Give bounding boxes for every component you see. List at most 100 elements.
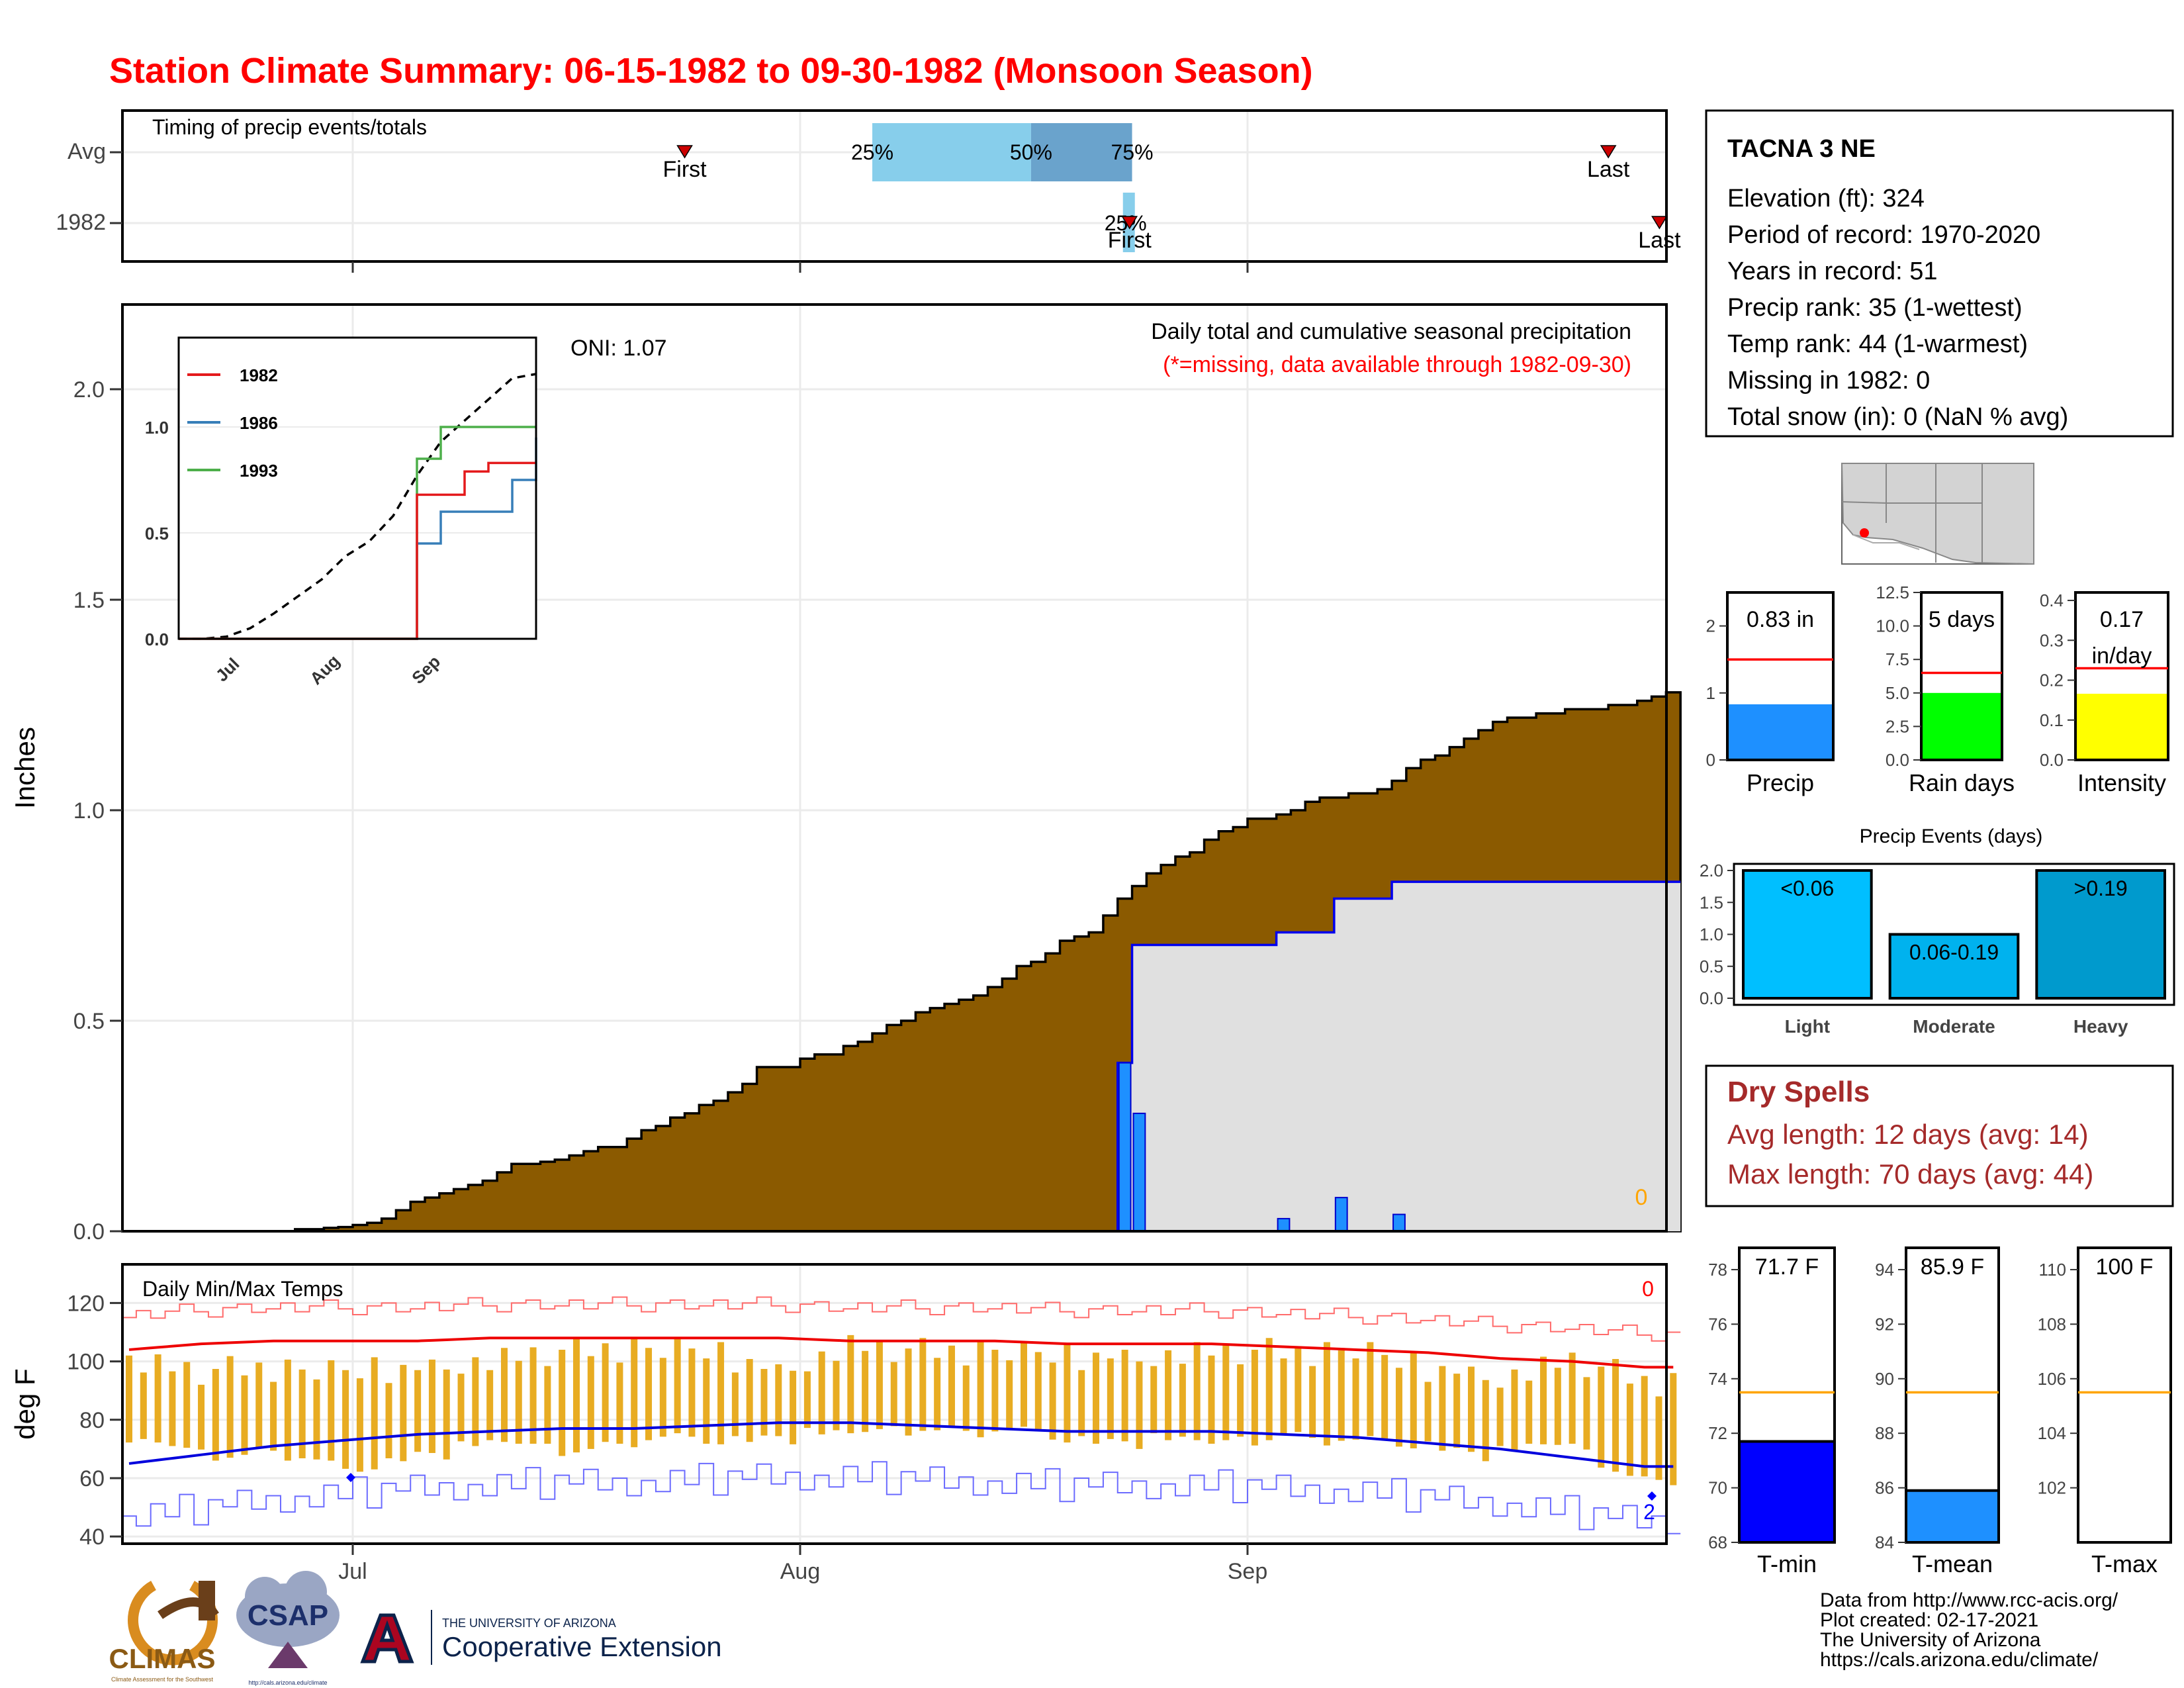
station-years: Years in record: 51 bbox=[1727, 258, 1938, 285]
temp-ytick-label: 40 bbox=[79, 1524, 105, 1550]
temp-summary-bar-t-mean bbox=[1905, 1489, 2000, 1544]
dry-spells-max: Max length: 70 days (avg: 44) bbox=[1727, 1158, 2093, 1190]
timing-avg-50-label: 50% bbox=[1010, 140, 1052, 164]
credit-data-source: Data from http://www.rcc-acis.org/ bbox=[1820, 1589, 2118, 1611]
temp-summary-tick-label: 108 bbox=[2038, 1314, 2066, 1334]
temp-y-axis: 40 60 80 100 120 bbox=[67, 1291, 122, 1550]
dry-spells-avg: Avg length: 12 days (avg: 14) bbox=[1727, 1119, 2089, 1150]
temp-ytick-label: 80 bbox=[79, 1408, 105, 1433]
summary-bar-tick-label: 2 bbox=[1706, 616, 1715, 636]
temp-summary-category-label: T-min bbox=[1757, 1550, 1817, 1577]
csap-url: http://cals.arizona.edu/climate bbox=[248, 1679, 327, 1686]
x-label-aug: Aug bbox=[780, 1559, 821, 1584]
year-cumulative-line bbox=[1116, 880, 1681, 1231]
temp-summary-tick-label: 70 bbox=[1708, 1478, 1727, 1498]
station-frame bbox=[1705, 109, 2174, 438]
map-state-borders bbox=[1841, 463, 1983, 563]
inset-ytick-1: 1.0 bbox=[145, 418, 169, 438]
inset-bg bbox=[179, 338, 536, 639]
station-precip-rank: Precip rank: 35 (1-wettest) bbox=[1727, 294, 2023, 322]
year-first-marker bbox=[1121, 216, 1138, 230]
summary-bar-precip bbox=[1727, 704, 1833, 760]
summary-bar-tick-label: 10.0 bbox=[1876, 616, 1909, 636]
map-coast bbox=[1852, 534, 1920, 550]
avg-last-marker bbox=[1600, 145, 1617, 159]
summary-bar-value-label: in/day bbox=[2092, 643, 2152, 669]
precip-y-axis: 0.0 0.5 1.0 1.5 2.0 bbox=[73, 377, 122, 1244]
daily-precip-bar bbox=[1118, 1062, 1132, 1232]
events-bar-heavy bbox=[2035, 869, 2166, 1000]
inset-ytick-0: 0.0 bbox=[145, 630, 169, 649]
summary-bar-frame bbox=[2074, 591, 2169, 761]
timing-row-avg: Avg bbox=[68, 139, 106, 164]
avg-first-label: First bbox=[663, 157, 707, 182]
credit-url: https://cals.arizona.edu/climate/ bbox=[1820, 1649, 2099, 1671]
temp-ytick-label: 100 bbox=[67, 1350, 105, 1375]
precip-events-title: Precip Events (days) bbox=[1860, 825, 2043, 847]
precip-events-chart: Precip Events (days) <0.06 Light 0.06-0.19… bbox=[1700, 825, 2175, 1037]
precip-ytick-label: 1.5 bbox=[73, 588, 105, 613]
timing-title: Timing of precip events/totals bbox=[152, 115, 427, 139]
credit-plot-date: Plot created: 02-17-2021 bbox=[1820, 1609, 2038, 1631]
avg-min-line bbox=[128, 1421, 1674, 1468]
precip-missing-count: 0 bbox=[1635, 1185, 1648, 1210]
temp-summary-tick-label: 72 bbox=[1708, 1423, 1727, 1443]
temp-summary-bar-t-min bbox=[1738, 1440, 1836, 1544]
temp-summary-frame bbox=[1905, 1246, 2000, 1544]
temp-summary-tick-label: 106 bbox=[2038, 1369, 2066, 1389]
station-location-dot bbox=[1860, 528, 1869, 538]
temp-summary-frame bbox=[1738, 1246, 1836, 1544]
summary-bar-tick-label: 0.3 bbox=[2040, 630, 2064, 650]
timing-avg-75-label: 75% bbox=[1111, 140, 1154, 164]
temp-summary-tick-label: 90 bbox=[1875, 1369, 1894, 1389]
x-label-jul: Jul bbox=[338, 1559, 367, 1584]
credit-university: The University of Arizona bbox=[1820, 1629, 2041, 1651]
timing-frame bbox=[121, 109, 1668, 263]
year-first-label: First bbox=[1108, 228, 1152, 253]
precip-subtitle: (*=missing, data available through 1982-… bbox=[1163, 352, 1631, 377]
year-last-label: Last bbox=[1638, 228, 1681, 253]
temp-summary-value-label: 100 F bbox=[2096, 1254, 2154, 1280]
temp-ytick-label: 120 bbox=[67, 1291, 105, 1316]
temp-ytick-label: 60 bbox=[79, 1466, 105, 1491]
temp-summary-category-label: T-max bbox=[2091, 1550, 2158, 1577]
events-tick-label: 1.5 bbox=[1700, 892, 1723, 912]
precip-ytick-label: 0.0 bbox=[73, 1219, 105, 1244]
csap-logo-text: CSAP bbox=[248, 1599, 328, 1632]
temp-summary-value-label: 71.7 F bbox=[1755, 1254, 1819, 1280]
summary-bar-tick-label: 0.0 bbox=[1886, 750, 1909, 770]
station-temp-rank: Temp rank: 44 (1-warmest) bbox=[1727, 330, 2028, 358]
temp-summary-tick-label: 104 bbox=[2038, 1423, 2066, 1443]
temp-summary-tick-label: 92 bbox=[1875, 1314, 1894, 1334]
temp-summary-tick-label: 110 bbox=[2039, 1260, 2066, 1280]
station-period: Period of record: 1970-2020 bbox=[1727, 221, 2040, 249]
precip-frame bbox=[121, 303, 1668, 1233]
precip-panel: 0.0 0.5 1.0 1.5 2.0 Inches Daily total and c… bbox=[9, 303, 1682, 1244]
events-category-label: Light bbox=[1785, 1016, 1830, 1037]
temp-summary-tick-label: 102 bbox=[2038, 1478, 2066, 1498]
events-tick-label: 1.0 bbox=[1700, 925, 1723, 945]
events-tick-label: 0.5 bbox=[1700, 957, 1723, 976]
summary-bar-tick-label: 7.5 bbox=[1886, 649, 1909, 669]
csap-cloud-puff bbox=[245, 1577, 285, 1617]
summary-bar-frame bbox=[1920, 591, 2003, 761]
station-name: TACNA 3 NE bbox=[1727, 135, 1876, 163]
summary-bar-category-label: Precip bbox=[1747, 769, 1814, 796]
summary-bar-rain-days bbox=[1921, 692, 2002, 760]
temp-summary-tick-label: 68 bbox=[1708, 1532, 1727, 1552]
station-snow: Total snow (in): 0 (NaN % avg) bbox=[1727, 403, 2068, 431]
inset-legend-1982: 1982 bbox=[240, 365, 278, 385]
precip-events-plot: <0.06 Light 0.06-0.19 Moderate >0.19 Heavy 0.0… bbox=[1700, 861, 2175, 1037]
summary-bar-frame bbox=[1726, 591, 1835, 761]
summary-bar-value-label: 5 days bbox=[1929, 607, 1995, 632]
daily-precip-bar bbox=[1334, 1197, 1348, 1232]
summary-bar-tick-label: 5.0 bbox=[1886, 683, 1909, 703]
precip-ytick-label: 0.5 bbox=[73, 1009, 105, 1034]
events-category-label: Heavy bbox=[2073, 1016, 2128, 1037]
climas-logo-mark bbox=[199, 1581, 215, 1620]
events-bar-label: 0.06-0.19 bbox=[1909, 941, 1999, 964]
summary-bar-tick-label: 0.1 bbox=[2040, 710, 2064, 730]
temp-summary-bars: 71.7 F T-min 68 70 72 74 76 78 85.9 F T-mean 84 86 8… bbox=[1708, 1246, 2172, 1577]
timing-avg-25-50-box bbox=[872, 123, 1031, 181]
